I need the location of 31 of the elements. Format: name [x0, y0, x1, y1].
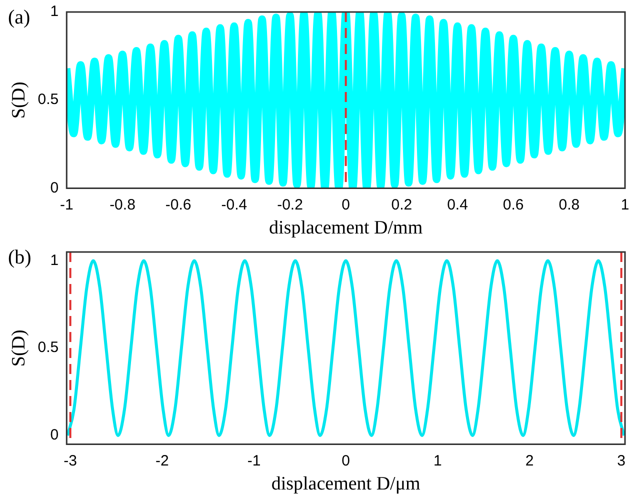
x-tick-label: 1: [433, 452, 442, 470]
x-axis-title: displacement D/μm: [271, 474, 421, 495]
y-axis-title: S(D): [8, 82, 30, 119]
text: (a): [8, 6, 30, 28]
y-tick-label: 0.5: [38, 339, 59, 356]
x-tick-label: -1: [60, 196, 74, 214]
y-axis-title: S(D): [8, 330, 30, 367]
x-tick-label: 0.2: [391, 196, 412, 214]
x-tick-label: -0.8: [110, 196, 136, 214]
y-tick-label: 1: [50, 252, 59, 269]
x-tick-label: -3: [64, 452, 77, 470]
x-tick-label: 0: [342, 452, 350, 470]
x-tick-label: 2: [525, 452, 534, 470]
x-tick-label: 0.4: [447, 196, 468, 214]
line-series: [66, 259, 625, 437]
y-tick-label: 0.5: [38, 91, 59, 108]
x-tick-label: 3: [617, 452, 626, 470]
x-tick-label: -0.4: [221, 196, 248, 214]
x-tick-label: -2: [155, 452, 169, 470]
x-tick-label: -0.6: [165, 196, 192, 214]
x-axis-title: displacement D/mm: [269, 218, 423, 239]
y-tick-label: 0: [50, 426, 59, 444]
x-tick-label: 0.8: [558, 196, 580, 214]
x-tick-label: -0.2: [277, 196, 303, 214]
x-tick-label: 1: [620, 196, 630, 214]
x-tick-label: 0.6: [502, 196, 524, 214]
text: (b): [8, 246, 32, 268]
x-tick-label: 0: [342, 196, 350, 214]
x-tick-label: -1: [247, 452, 261, 470]
y-tick-label: 0: [50, 179, 59, 196]
y-tick-label: 1: [50, 3, 59, 20]
